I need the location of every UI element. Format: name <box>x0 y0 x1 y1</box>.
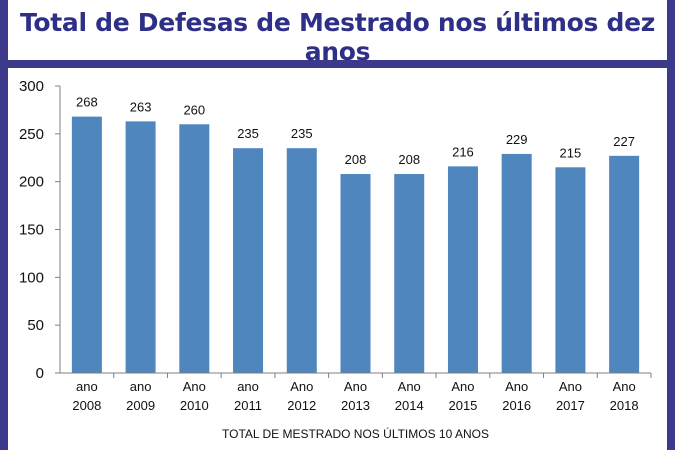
y-tick-label: 0 <box>36 365 44 382</box>
y-tick-label: 250 <box>19 126 44 143</box>
x-tick-label: 2009 <box>126 398 155 413</box>
data-label: 263 <box>130 99 152 114</box>
data-label: 235 <box>291 126 313 141</box>
bar <box>609 155 640 373</box>
x-tick-label: Ano <box>398 379 421 394</box>
x-tick-label: Ano <box>505 379 528 394</box>
bar-chart: 0 50 100 150 200 250 300 268 263 260 235 235 208 208… <box>19 78 652 441</box>
bar <box>286 148 317 373</box>
bar <box>555 167 586 373</box>
chart-panel: 0 50 100 150 200 250 300 268 263 260 235 235 208 208… <box>8 68 667 450</box>
x-tick-label: 2011 <box>234 398 262 413</box>
x-axis-label: TOTAL DE MESTRADO NOS ÚLTIMOS 10 ANOS <box>222 426 489 441</box>
x-tick-label: 2015 <box>448 398 477 413</box>
x-axis: ano 2008 ano 2009 Ano 2010 ano 2011 Ano 2012 Ano 20… <box>60 372 652 413</box>
data-label: 229 <box>506 132 528 147</box>
y-tick-label: 100 <box>19 269 44 286</box>
bar <box>233 148 264 373</box>
x-tick-label: Ano <box>559 379 582 394</box>
data-label: 215 <box>560 145 582 160</box>
x-tick-label: 2017 <box>556 398 585 413</box>
header-banner: Total de Defesas de Mestrado nos últimos… <box>8 0 667 66</box>
x-tick-label: 2014 <box>395 398 424 413</box>
bar <box>125 121 156 373</box>
data-label: 227 <box>613 134 635 149</box>
x-tick-label: 2016 <box>502 398 531 413</box>
x-tick-label: Ano <box>613 379 636 394</box>
y-tick-label: 50 <box>27 317 44 334</box>
x-tick-label: 2013 <box>341 398 370 413</box>
data-label: 235 <box>237 126 259 141</box>
data-label: 260 <box>183 102 205 117</box>
data-label: 208 <box>345 152 367 167</box>
x-tick-label: 2010 <box>180 398 209 413</box>
bar <box>394 174 425 373</box>
x-tick-label: Ano <box>290 379 313 394</box>
x-tick-label: Ano <box>344 379 367 394</box>
x-tick-label: ano <box>237 379 259 394</box>
x-tick-label: ano <box>76 379 98 394</box>
y-tick-label: 300 <box>19 78 44 95</box>
data-label: 208 <box>398 152 420 167</box>
bar <box>179 124 210 373</box>
x-tick-label: Ano <box>451 379 474 394</box>
y-axis: 0 50 100 150 200 250 300 <box>19 78 61 382</box>
y-tick-label: 150 <box>19 222 44 239</box>
bar <box>501 153 532 373</box>
x-tick-label: ano <box>130 379 152 394</box>
y-tick-label: 200 <box>19 174 44 191</box>
page-title: Total de Defesas de Mestrado nos últimos… <box>19 8 656 66</box>
x-tick-label: 2012 <box>287 398 316 413</box>
x-tick-label: Ano <box>183 379 206 394</box>
data-label: 216 <box>452 144 474 159</box>
x-tick-label: 2008 <box>72 398 101 413</box>
bar <box>71 116 102 373</box>
data-label: 268 <box>76 95 98 110</box>
bar <box>447 166 478 373</box>
x-tick-label: 2018 <box>610 398 639 413</box>
bars: 268 263 260 235 235 208 208 216 229 215 227 <box>71 95 640 373</box>
bar <box>340 174 371 373</box>
